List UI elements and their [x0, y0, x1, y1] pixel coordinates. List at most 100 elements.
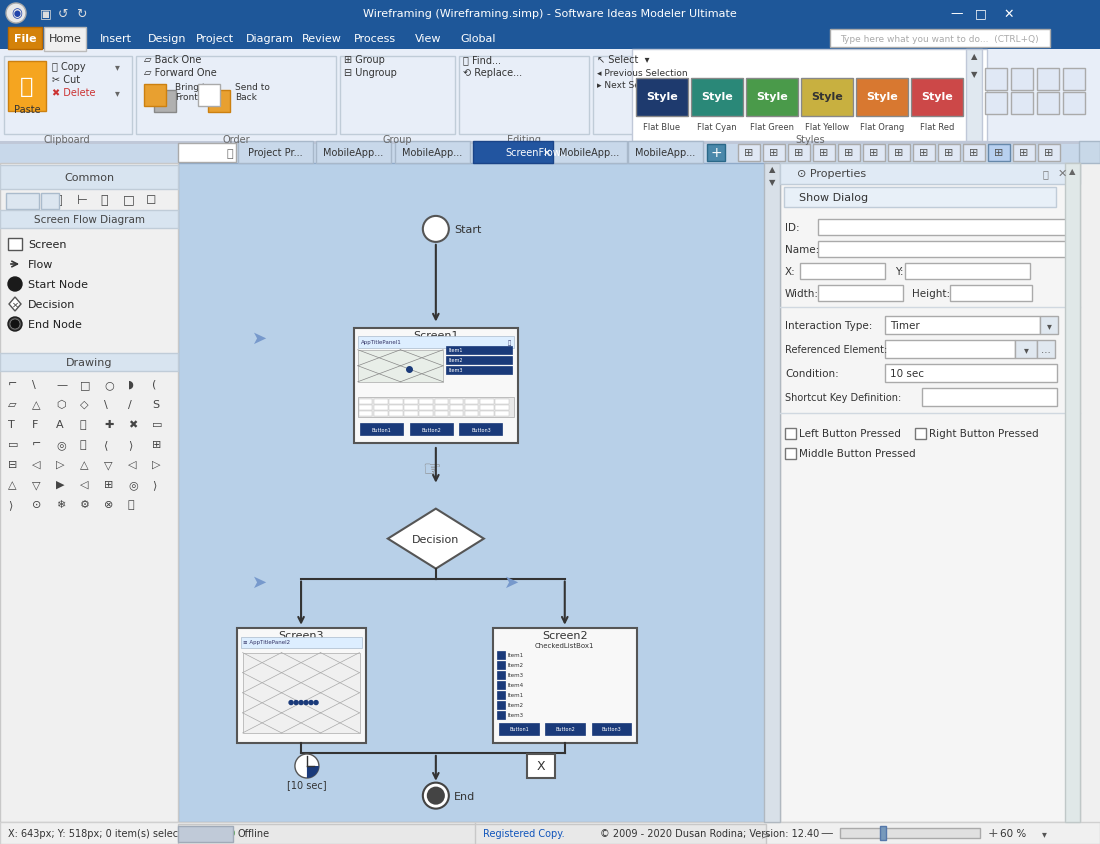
Text: \: \	[32, 380, 35, 390]
Text: Bring to: Bring to	[175, 84, 211, 92]
Bar	[499, 723, 539, 735]
Text: Flat Orang: Flat Orang	[860, 122, 904, 132]
Text: Process: Process	[354, 34, 396, 44]
Text: Start Node: Start Node	[28, 279, 88, 289]
Text: Item2: Item2	[449, 358, 463, 363]
Text: Flow: Flow	[28, 260, 54, 270]
Text: Group: Group	[382, 135, 411, 145]
Text: ✕: ✕	[543, 148, 551, 158]
Bar	[459, 57, 588, 135]
Bar	[1079, 142, 1100, 164]
Bar	[950, 285, 1032, 301]
Bar	[358, 350, 443, 382]
Bar	[1063, 69, 1085, 91]
Text: ▼: ▼	[769, 178, 776, 187]
Text: ⊞: ⊞	[794, 148, 804, 158]
Text: ✕: ✕	[12, 300, 19, 309]
Bar	[354, 328, 518, 444]
Text: ▾: ▾	[1046, 321, 1052, 331]
Text: ◎: ◎	[56, 440, 66, 450]
Bar	[465, 412, 478, 417]
Bar	[636, 78, 688, 116]
Text: T: T	[8, 419, 14, 430]
Text: ◂ Previous Selection: ◂ Previous Selection	[597, 68, 688, 78]
Bar	[628, 142, 703, 164]
Text: Item2: Item2	[508, 663, 524, 668]
Text: ⊞: ⊞	[894, 148, 904, 158]
Text: 📌: 📌	[1043, 169, 1049, 179]
Text: /: /	[128, 399, 132, 409]
Text: ⌒: ⌒	[80, 440, 87, 450]
Text: Flat Blue: Flat Blue	[644, 122, 681, 132]
Bar	[818, 241, 1072, 257]
Bar	[405, 412, 418, 417]
Text: ↖: ↖	[8, 193, 19, 206]
Bar	[788, 145, 810, 162]
Bar	[495, 399, 509, 404]
Bar	[1037, 341, 1055, 359]
Text: ➤: ➤	[505, 573, 519, 591]
Bar	[0, 822, 1100, 844]
Bar	[818, 285, 903, 301]
Text: ☞: ☞	[422, 460, 441, 480]
Text: ▲: ▲	[1069, 167, 1076, 176]
Text: Item1: Item1	[449, 348, 463, 353]
Text: Width:: Width:	[785, 289, 820, 299]
Text: ▽: ▽	[32, 479, 41, 490]
Bar	[527, 754, 556, 778]
Text: S: S	[152, 399, 160, 409]
Bar	[434, 399, 448, 404]
Text: ▣: ▣	[40, 8, 52, 20]
Bar	[784, 187, 1056, 208]
Polygon shape	[388, 509, 484, 569]
Bar	[4, 57, 132, 135]
Text: ▷: ▷	[56, 459, 65, 469]
Bar	[497, 651, 505, 659]
Text: Global: Global	[460, 34, 495, 44]
Bar	[497, 671, 505, 679]
Text: Diagram: Diagram	[246, 34, 294, 44]
Text: MobileApp...: MobileApp...	[323, 148, 383, 158]
Bar	[480, 399, 494, 404]
Text: ⟩: ⟩	[128, 440, 132, 450]
Text: 🔒: 🔒	[508, 339, 512, 345]
Text: 📄 Copy: 📄 Copy	[52, 62, 86, 72]
Text: Item1: Item1	[508, 692, 524, 697]
Circle shape	[222, 827, 234, 839]
Bar	[389, 406, 403, 410]
Text: ↺: ↺	[58, 8, 68, 20]
Bar	[1037, 69, 1059, 91]
Bar	[0, 164, 178, 822]
Text: ⊟ Ungroup: ⊟ Ungroup	[344, 68, 397, 78]
Circle shape	[8, 317, 22, 332]
Bar	[480, 406, 494, 410]
Text: Insert: Insert	[100, 34, 132, 44]
Bar	[1013, 145, 1035, 162]
Circle shape	[299, 701, 304, 705]
Bar	[0, 211, 178, 229]
Text: ⊢: ⊢	[77, 193, 88, 206]
Bar	[8, 239, 22, 251]
Bar	[838, 145, 860, 162]
Text: ▾: ▾	[116, 88, 120, 98]
Text: △: △	[32, 399, 41, 409]
Circle shape	[309, 701, 313, 705]
Text: >: >	[761, 829, 771, 839]
Bar	[800, 263, 886, 279]
Bar	[922, 388, 1057, 407]
Text: Back: Back	[235, 92, 257, 101]
Text: Type here what you want to do...  (CTRL+Q): Type here what you want to do... (CTRL+Q…	[840, 35, 1038, 43]
Bar	[1038, 145, 1060, 162]
Bar	[136, 57, 336, 135]
Bar	[913, 145, 935, 162]
Text: ❄: ❄	[56, 500, 65, 510]
Text: ✕: ✕	[1058, 169, 1067, 179]
Text: Timer: Timer	[890, 321, 920, 331]
Text: ↖ Select  ▾: ↖ Select ▾	[597, 55, 649, 65]
Bar	[465, 399, 478, 404]
Bar	[905, 263, 1030, 279]
Text: △: △	[8, 479, 16, 490]
Bar	[813, 145, 835, 162]
Bar	[389, 399, 403, 404]
Text: Referenced Element:: Referenced Element:	[785, 344, 888, 354]
